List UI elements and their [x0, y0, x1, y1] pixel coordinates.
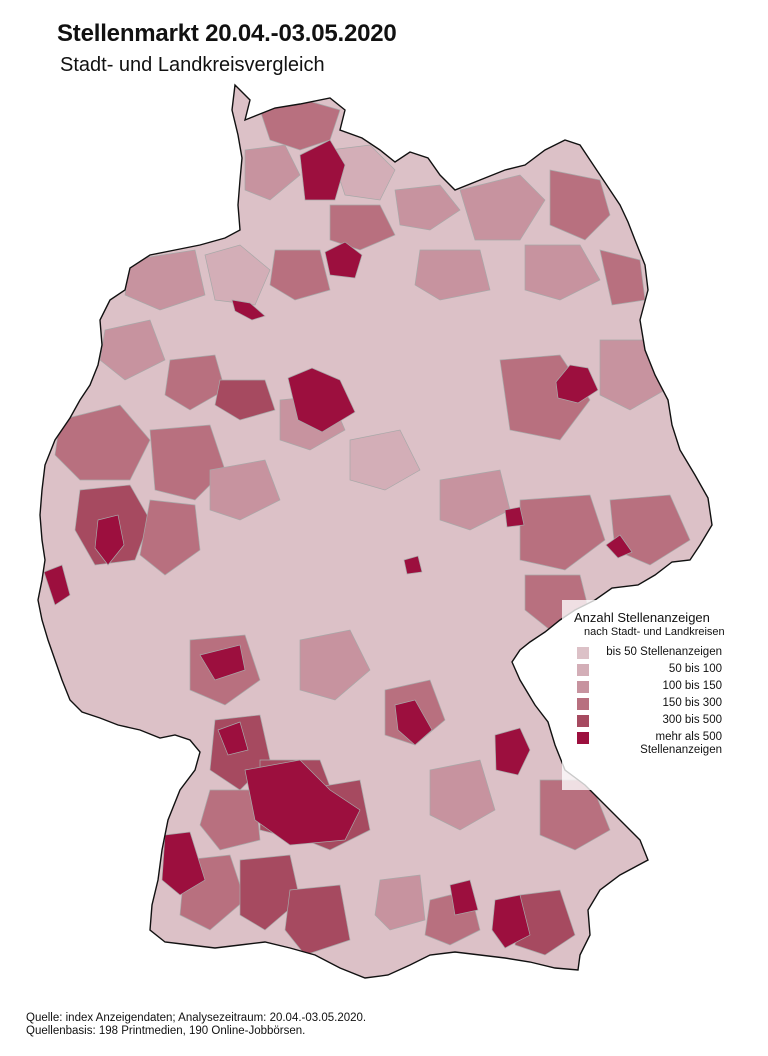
region-class-150-300 [199, 789, 261, 851]
legend-item: mehr als 500 Stellenanzeigen [570, 731, 734, 761]
source-line-1: Quelle: index Anzeigendaten; Analysezeit… [26, 1012, 367, 1024]
region-augsburg [449, 879, 479, 916]
region-dresden [605, 534, 633, 559]
legend-item: 50 bis 100 [570, 663, 734, 680]
legend-items: bis 50 Stellenanzeigen 50 bis 100 100 bi… [570, 646, 734, 761]
legend-swatch [577, 698, 589, 710]
legend-swatch [577, 664, 589, 676]
region-class-50-100 [204, 244, 271, 306]
legend-item: 300 bis 500 [570, 714, 734, 731]
region-freiburg [161, 831, 206, 896]
region-hannover [287, 367, 356, 433]
legend-swatch [577, 647, 589, 659]
legend-item: 150 bis 300 [570, 697, 734, 714]
region-class-100-150 [524, 244, 601, 301]
region-class-50-100 [349, 429, 421, 491]
region-class-100-150 [394, 184, 461, 231]
region-class-150-300 [549, 169, 611, 241]
region-stuttgart [244, 759, 361, 846]
region-hamburg [324, 241, 363, 279]
region-class-150-300 [139, 499, 201, 576]
source-note: Quelle: index Anzeigendaten; Analysezeit… [26, 1012, 366, 1038]
region-regensburg [494, 727, 531, 776]
region-class-100-150 [209, 459, 281, 521]
region-kiel [299, 139, 346, 201]
region-class-100-150 [459, 174, 546, 241]
region-class-300-500 [239, 854, 301, 931]
map-title: Stellenmarkt 20.04.-03.05.2020 [57, 20, 397, 47]
region-class-150-300 [269, 249, 331, 301]
region-class-150-300 [519, 494, 606, 571]
region-duesseldorf [94, 514, 125, 566]
region-berlin [555, 364, 599, 404]
region-class-150-300 [329, 204, 396, 251]
legend-label: bis 50 Stellenanzeigen [606, 646, 722, 658]
map-subtitle: Stadt- und Landkreisvergleich [60, 54, 325, 76]
region-class-100-150 [439, 469, 511, 531]
region-bremen [231, 299, 266, 321]
legend-item: 100 bis 150 [570, 680, 734, 697]
region-class-100-150 [429, 759, 496, 831]
legend-title: Anzahl Stellenanzeigen [574, 610, 710, 625]
region-frankfurt [199, 644, 246, 681]
region-class-300-500 [214, 379, 276, 421]
region-mannheim [217, 721, 249, 756]
region-koeln [43, 564, 71, 606]
region-leipzig [504, 506, 525, 528]
region-class-100-150 [374, 874, 426, 931]
region-class-100-150 [99, 319, 166, 381]
region-muenchen [491, 894, 531, 949]
region-class-100-150 [414, 249, 491, 301]
district-regions [43, 99, 691, 956]
legend-label: 300 bis 500 [662, 714, 722, 726]
legend-label: 150 bis 300 [662, 697, 722, 709]
region-class-150-300 [54, 404, 151, 481]
region-class-50-100 [329, 144, 396, 201]
legend-swatch [577, 715, 589, 727]
region-class-100-150 [299, 629, 371, 701]
region-class-150-300 [164, 354, 226, 411]
legend-item: bis 50 Stellenanzeigen [570, 646, 734, 663]
legend-swatch [577, 681, 589, 693]
legend-label-line2: Stellenanzeigen [640, 744, 722, 756]
legend-label: 50 bis 100 [668, 663, 722, 675]
region-nuernberg [394, 699, 433, 746]
legend: Anzahl Stellenanzeigen nach Stadt- und L… [562, 600, 740, 790]
legend-label: 100 bis 150 [662, 680, 722, 692]
region-class-100-150 [244, 144, 301, 201]
legend-swatch [577, 732, 589, 744]
source-line-2: Quellenbasis: 198 Printmedien, 190 Onlin… [26, 1025, 306, 1037]
region-erfurt [403, 555, 423, 575]
legend-label: mehr als 500 [655, 731, 722, 743]
legend-subtitle: nach Stadt- und Landkreisen [584, 626, 725, 638]
region-class-300-500 [284, 884, 351, 956]
